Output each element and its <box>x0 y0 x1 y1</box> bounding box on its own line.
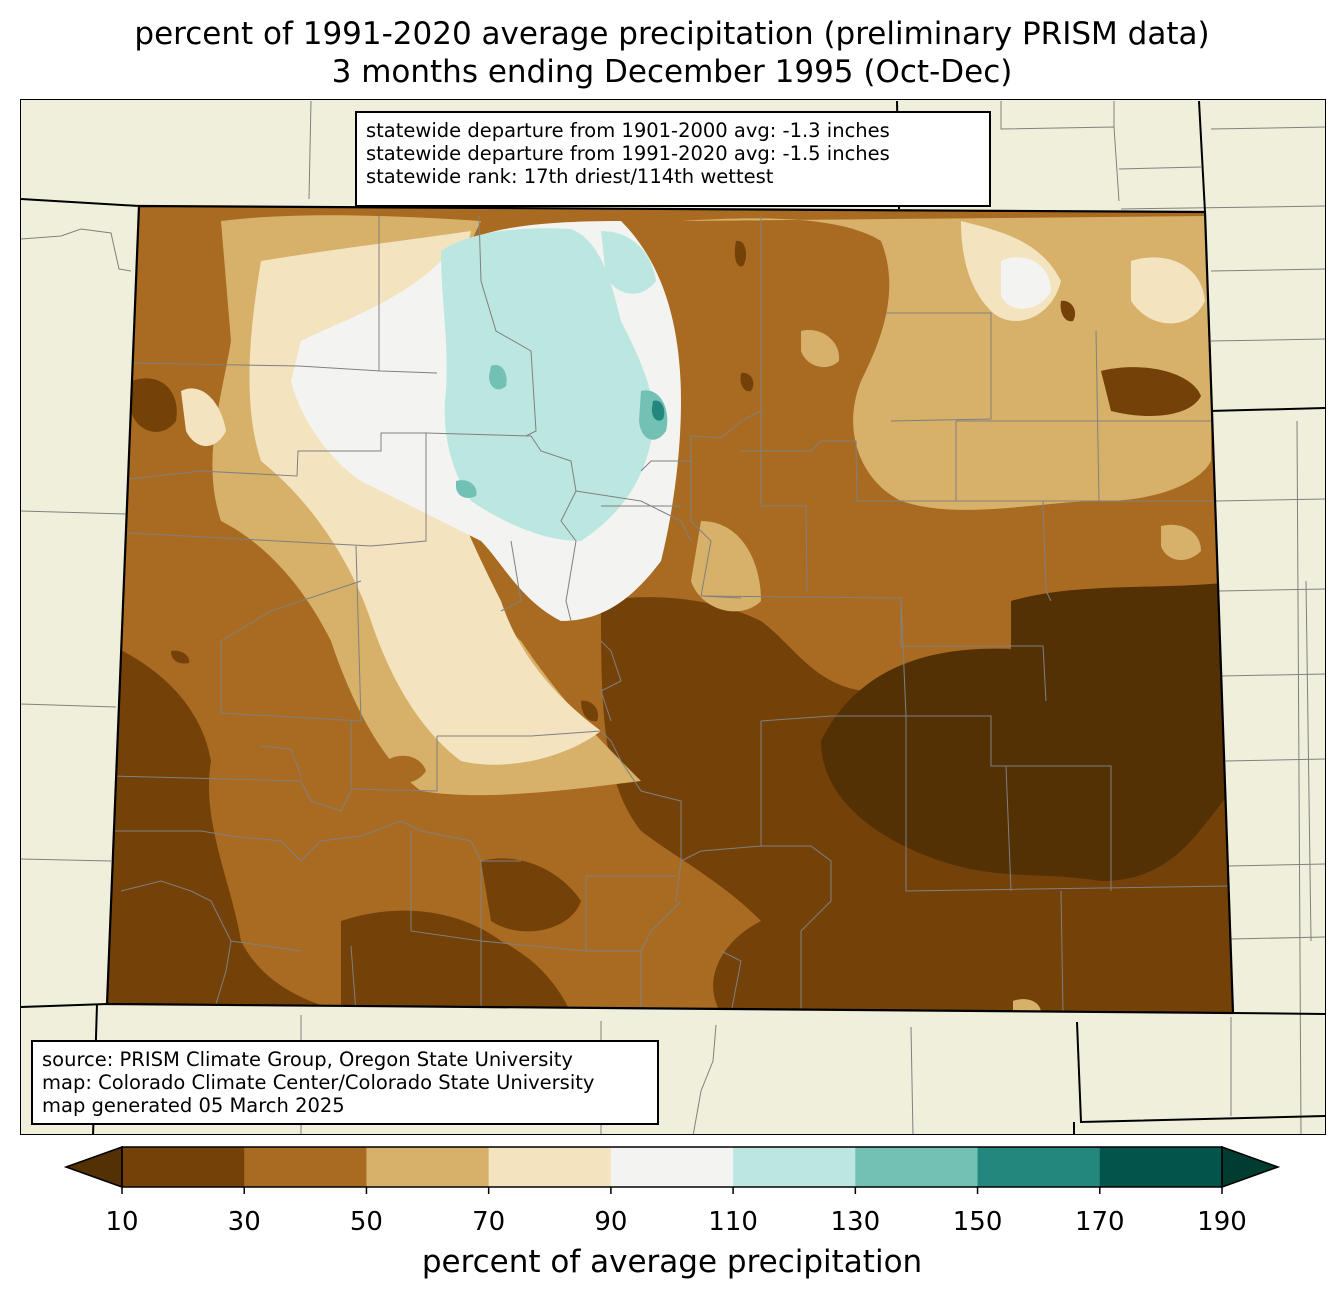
colorbar-ticks: 10 30 50 70 90 110 130 150 170 190 <box>105 1187 1247 1237</box>
stats-line-departure-1991-2020: statewide departure from 1991-2020 avg: … <box>366 142 890 165</box>
colorbar-tick-label: 130 <box>831 1207 881 1237</box>
map-generated-line: map generated 05 March 2025 <box>42 1094 345 1117</box>
colorbar-tick-label: 50 <box>350 1207 383 1237</box>
colorbar-bin-130-150 <box>855 1147 979 1187</box>
colorbar-tick-label: 150 <box>953 1207 1003 1237</box>
map-title-line-1: percent of 1991-2020 average precipitati… <box>134 16 1210 52</box>
stats-line-rank: statewide rank: 17th driest/114th wettes… <box>366 165 774 188</box>
map-panel <box>20 99 1326 1135</box>
stats-line-departure-1901-2000: statewide departure from 1901-2000 avg: … <box>366 119 890 142</box>
colorbar-bin-110-130 <box>733 1147 856 1187</box>
statewide-stats-box: statewide departure from 1901-2000 avg: … <box>355 111 991 207</box>
colorbar-tick-label: 190 <box>1197 1207 1247 1237</box>
colorbar-bin-70-90 <box>488 1147 612 1187</box>
colorbar: 10 30 50 70 90 110 130 150 170 190 <box>63 1145 1281 1237</box>
colorbar-tick-label: 170 <box>1075 1207 1125 1237</box>
map-title-line-2: 3 months ending December 1995 (Oct-Dec) <box>331 54 1013 90</box>
colorbar-outline <box>121 1146 1223 1188</box>
colorbar-tick-label: 110 <box>708 1207 758 1237</box>
colorbar-tick-label: 90 <box>594 1207 627 1237</box>
source-line: source: PRISM Climate Group, Oregon Stat… <box>42 1048 573 1071</box>
colorbar-tick-label: 30 <box>228 1207 261 1237</box>
colorbar-bin-150-170 <box>977 1147 1101 1187</box>
colorado-border <box>105 204 1235 1015</box>
county-lines <box>110 215 1230 1013</box>
colorbar-label: percent of average precipitation <box>421 1244 923 1280</box>
precipitation-field <box>107 206 1233 1013</box>
colorbar-bin-30-50 <box>244 1147 367 1187</box>
colorbar-over-arrow <box>1221 1145 1281 1189</box>
colorbar-bin-50-70 <box>366 1147 490 1187</box>
precipitation-map <box>21 100 1325 1134</box>
source-credits-box: source: PRISM Climate Group, Oregon Stat… <box>31 1040 659 1125</box>
colorbar-bins <box>122 1147 1223 1187</box>
colorbar-bin-170-190 <box>1099 1147 1223 1187</box>
colorbar-bin-10-30 <box>122 1147 245 1187</box>
colorbar-tick-label: 10 <box>105 1207 138 1237</box>
colorbar-bin-90-110 <box>610 1147 734 1187</box>
colorbar-under-arrow <box>63 1145 123 1189</box>
map-credit-line: map: Colorado Climate Center/Colorado St… <box>42 1071 595 1094</box>
colorbar-tick-label: 70 <box>472 1207 505 1237</box>
